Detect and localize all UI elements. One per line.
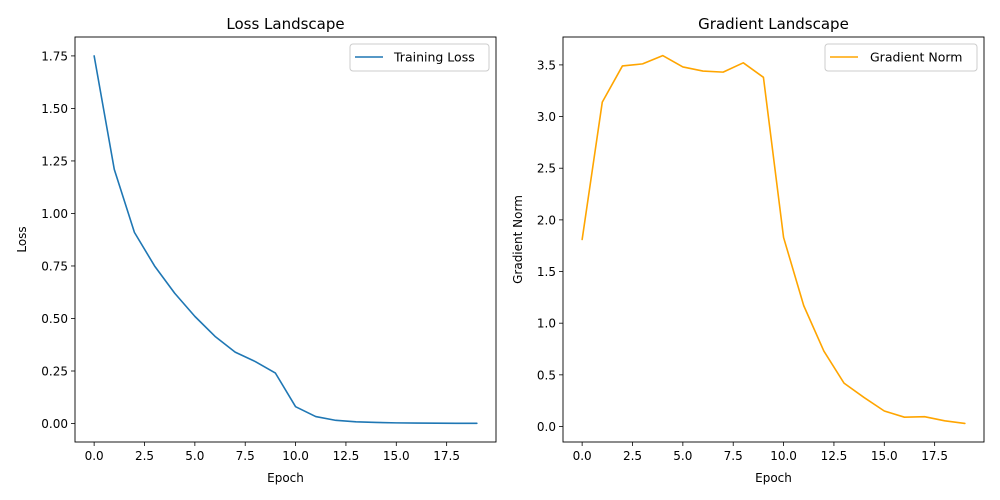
axes-frame	[74, 36, 497, 443]
x-tick-label: 12.5	[333, 449, 360, 463]
x-tick-label: 0.0	[573, 449, 592, 463]
y-tick-label: 2.5	[537, 162, 556, 176]
x-tick-label: 2.5	[623, 449, 642, 463]
y-tick-label: 1.50	[41, 102, 68, 116]
x-axis-label: Epoch	[267, 471, 304, 485]
y-axis-label: Gradient Norm	[511, 195, 525, 284]
y-tick-label: 0.5	[537, 368, 556, 382]
x-tick-label: 7.5	[724, 449, 743, 463]
y-axis-label: Loss	[15, 226, 29, 252]
x-axis-label: Epoch	[755, 471, 792, 485]
legend: Training Loss	[349, 43, 490, 72]
legend: Gradient Norm	[824, 43, 978, 72]
x-tick-label: 17.5	[921, 449, 948, 463]
plot-area	[93, 55, 478, 425]
series-line-gradient-norm	[581, 54, 966, 425]
y-tick-label: 3.0	[537, 110, 556, 124]
plot-area	[581, 54, 966, 425]
x-tick-label: 2.5	[135, 449, 154, 463]
x-axis: 0.0 2.5 5.0 7.5 10.0 12.5 15.0 17.5	[573, 442, 948, 463]
x-tick-label: 5.0	[673, 449, 692, 463]
y-tick-label: 1.00	[41, 207, 68, 221]
x-tick-label: 0.0	[85, 449, 104, 463]
y-tick-label: 1.25	[41, 154, 68, 168]
chart-title: Gradient Landscape	[698, 15, 849, 33]
y-tick-label: 2.0	[537, 213, 556, 227]
y-tick-label: 0.0	[537, 420, 556, 434]
legend-box	[824, 43, 978, 72]
legend-box	[349, 43, 490, 72]
x-tick-label: 5.0	[185, 449, 204, 463]
legend-label-gradient-norm: Gradient Norm	[870, 50, 962, 65]
y-tick-label: 1.5	[537, 265, 556, 279]
y-tick-label: 1.75	[41, 49, 68, 63]
y-tick-label: 0.25	[41, 364, 68, 378]
x-tick-label: 12.5	[821, 449, 848, 463]
chart-title: Loss Landscape	[226, 15, 344, 33]
x-axis: 0.0 2.5 5.0 7.5 10.0 12.5 15.0 17.5	[85, 442, 460, 463]
series-line-training-loss	[93, 55, 478, 425]
axes-frame	[562, 36, 985, 443]
x-tick-label: 10.0	[770, 449, 797, 463]
chart-loss: Loss Landscape 0.0 2.5 5.0 7.5 10.0 12.5 15.0 1…	[15, 15, 497, 485]
y-axis: 0.00 0.25 0.50 0.75 1.00 1.25 1.50 1.75	[41, 49, 75, 431]
chart-gradient: Gradient Landscape 0.0 2.5 5.0 7.5 10.0 12.5 1…	[511, 15, 985, 485]
y-axis: 0.0 0.5 1.0 1.5 2.0 2.5 3.0 3.5	[537, 58, 563, 434]
x-tick-label: 15.0	[871, 449, 898, 463]
x-tick-label: 15.0	[383, 449, 410, 463]
x-tick-label: 17.5	[433, 449, 460, 463]
y-tick-label: 0.50	[41, 312, 68, 326]
y-tick-label: 3.5	[537, 58, 556, 72]
y-tick-label: 1.0	[537, 317, 556, 331]
x-tick-label: 10.0	[282, 449, 309, 463]
legend-label-training-loss: Training Loss	[393, 50, 475, 65]
x-tick-label: 7.5	[236, 449, 255, 463]
y-tick-label: 0.00	[41, 417, 68, 431]
y-tick-label: 0.75	[41, 259, 68, 273]
